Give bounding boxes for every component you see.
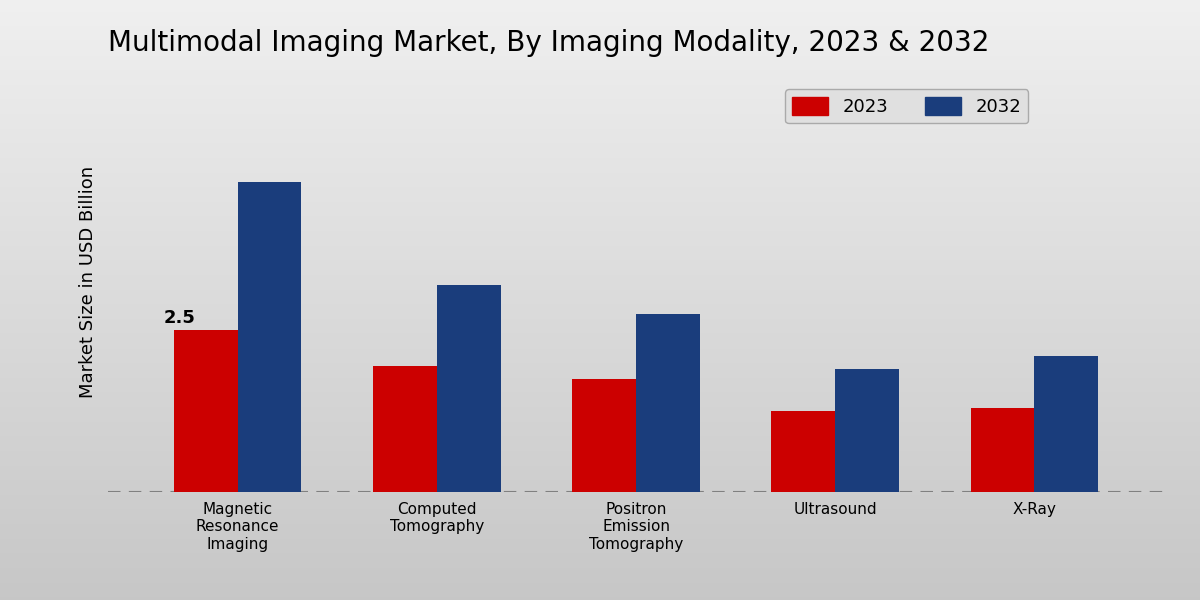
Text: 2.5: 2.5 <box>163 309 196 327</box>
Bar <box>174 331 238 492</box>
Bar <box>238 182 301 492</box>
Bar <box>971 408 1034 492</box>
Bar <box>437 285 500 492</box>
Bar <box>373 366 437 492</box>
Bar <box>835 369 899 492</box>
Bar <box>1034 356 1098 492</box>
Bar <box>572 379 636 492</box>
Bar <box>772 411 835 492</box>
Y-axis label: Market Size in USD Billion: Market Size in USD Billion <box>79 166 97 398</box>
Text: Multimodal Imaging Market, By Imaging Modality, 2023 & 2032: Multimodal Imaging Market, By Imaging Mo… <box>108 29 989 57</box>
Legend: 2023, 2032: 2023, 2032 <box>785 89 1028 123</box>
Bar <box>636 314 700 492</box>
